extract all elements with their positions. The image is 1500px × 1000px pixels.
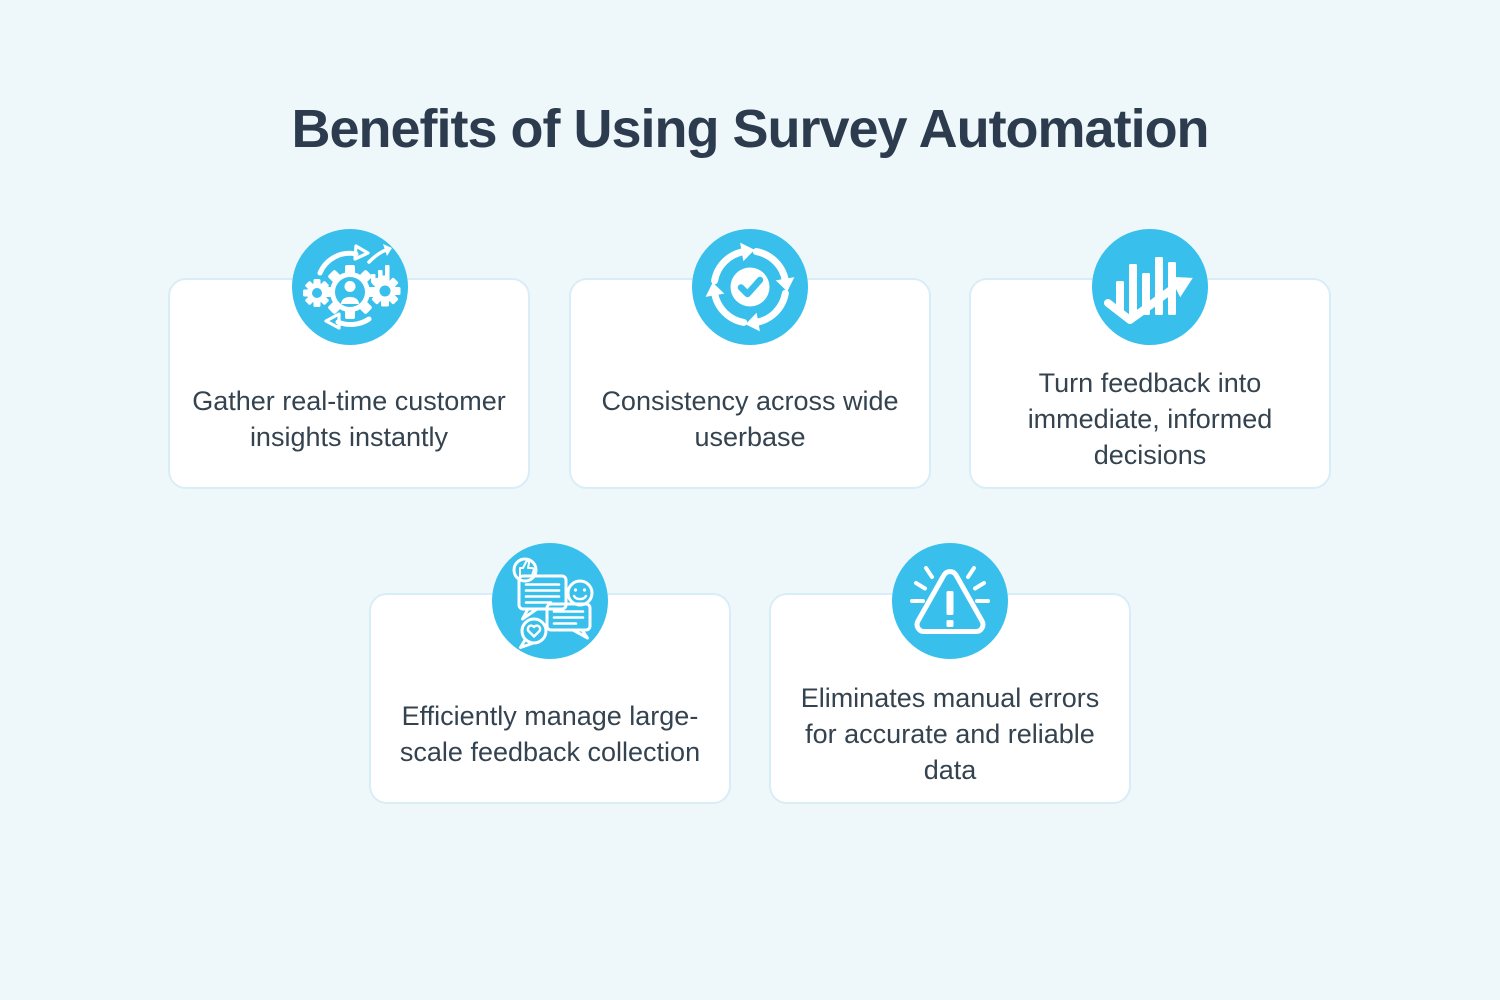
benefit-text: Consistency across wide userbase [601,385,899,452]
warning-alert-icon [892,543,1008,659]
automation-gears-person-icon [292,229,408,345]
benefit-text: Efficiently manage large-scale feedback … [399,700,701,767]
benefit-text: Gather real-time customer insights insta… [192,385,506,452]
continuous-cycle-check-icon [692,229,808,345]
feedback-chat-bubbles-icon [492,543,608,659]
page-title: Benefits of Using Survey Automation [291,99,1209,159]
benefit-text: Turn feedback into immediate, informed d… [1027,367,1273,470]
benefit-text: Eliminates manual errors for accurate an… [800,682,1100,785]
growth-chart-arrow-icon [1092,229,1208,345]
benefit-card-eliminate-errors: Eliminates manual errors for accurate an… [769,593,1131,804]
